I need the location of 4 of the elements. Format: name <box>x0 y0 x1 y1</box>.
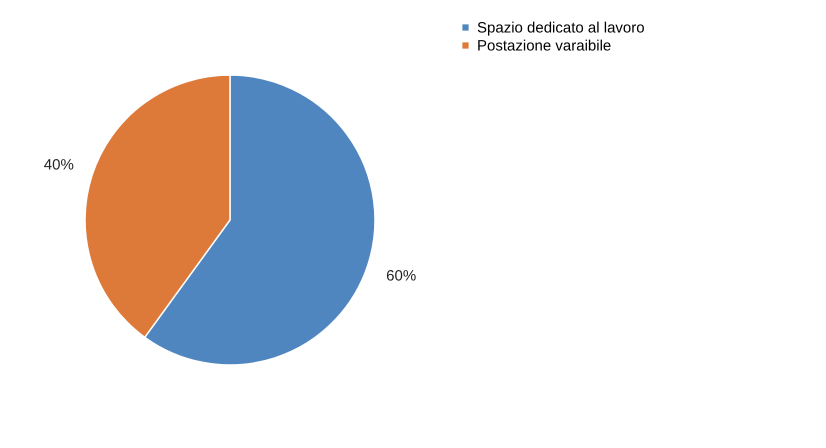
legend-label: Spazio dedicato al lavoro <box>477 20 645 36</box>
data-label: 40% <box>44 156 74 174</box>
legend-label: Postazione varaibile <box>477 38 612 54</box>
data-label: 60% <box>386 268 416 285</box>
